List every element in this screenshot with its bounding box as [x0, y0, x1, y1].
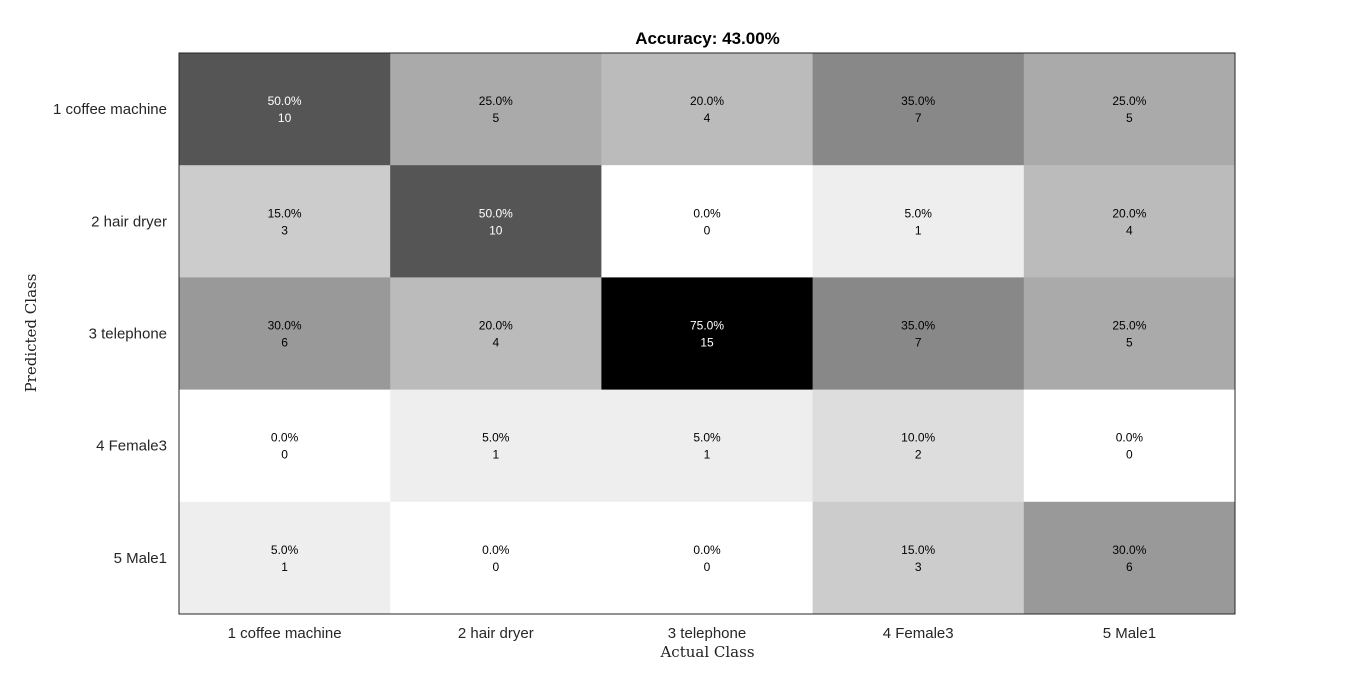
matrix-cell-r5-c1 — [179, 501, 391, 615]
matrix-cell-r5-c4 — [812, 501, 1025, 615]
cell-count-r3-c2: 4 — [492, 336, 499, 350]
matrix-cell-r5-c5 — [1023, 501, 1236, 615]
cell-percent-r1-c2: 25.0% — [479, 94, 513, 108]
cell-count-r3-c1: 6 — [281, 336, 288, 350]
x-tick-label-1: 1 coffee machine — [228, 625, 342, 642]
matrix-cell-r3-c1 — [179, 277, 391, 391]
cell-count-r2-c4: 1 — [915, 223, 922, 237]
y-tick-label-5: 5 Male1 — [114, 550, 167, 567]
cell-count-r2-c5: 4 — [1126, 223, 1133, 237]
matrix-cell-r2-c5 — [1023, 165, 1236, 278]
plot-frame — [178, 52, 1236, 615]
matrix-cell-r1-c4 — [812, 53, 1025, 166]
cell-count-r3-c3: 15 — [700, 336, 714, 350]
matrix-cell-r3-c5 — [1023, 277, 1236, 391]
cell-count-r5-c2: 0 — [492, 560, 499, 574]
matrix-cell-r5-c3 — [601, 501, 814, 615]
cell-percent-r1-c1: 50.0% — [268, 94, 302, 108]
cell-percent-r2-c3: 0.0% — [693, 206, 721, 220]
matrix-cell-r4-c3 — [601, 389, 814, 503]
cell-count-r5-c1: 1 — [281, 560, 288, 574]
matrix-cell-r1-c3 — [601, 53, 814, 166]
cell-percent-r4-c4: 10.0% — [901, 431, 935, 445]
x-axis-label: Actual Class — [660, 643, 755, 661]
matrix-cell-r3-c3 — [601, 277, 814, 391]
matrix-cell-r1-c5 — [1023, 53, 1236, 166]
cell-percent-r3-c3: 75.0% — [690, 319, 724, 333]
cell-percent-r2-c1: 15.0% — [268, 206, 302, 220]
cell-count-r3-c4: 7 — [915, 336, 922, 350]
cell-count-r1-c3: 4 — [704, 111, 711, 125]
cell-count-r5-c4: 3 — [915, 560, 922, 574]
y-tick-label-3: 3 telephone — [89, 326, 167, 343]
cell-count-r4-c4: 2 — [915, 448, 922, 462]
cell-percent-r1-c3: 20.0% — [690, 94, 724, 108]
cell-percent-r2-c5: 20.0% — [1112, 206, 1146, 220]
cell-percent-r5-c5: 30.0% — [1112, 543, 1146, 557]
cell-percent-r3-c5: 25.0% — [1112, 319, 1146, 333]
matrix-cell-r2-c3 — [601, 165, 814, 278]
cell-count-r4-c2: 1 — [492, 448, 499, 462]
cell-count-r1-c4: 7 — [915, 111, 922, 125]
y-tick-label-2: 2 hair dryer — [91, 213, 167, 230]
cell-count-r4-c5: 0 — [1126, 448, 1133, 462]
matrix-cell-r4-c5 — [1023, 389, 1236, 503]
matrix-cell-r4-c1 — [179, 389, 391, 503]
y-tick-label-1: 1 coffee machine — [53, 101, 167, 118]
cell-percent-r1-c4: 35.0% — [901, 94, 935, 108]
cell-count-r3-c5: 5 — [1126, 336, 1133, 350]
x-tick-label-4: 4 Female3 — [883, 625, 954, 642]
cell-percent-r2-c4: 5.0% — [905, 206, 933, 220]
cell-percent-r1-c5: 25.0% — [1112, 94, 1146, 108]
matrix-cell-r3-c4 — [812, 277, 1025, 391]
cell-count-r2-c3: 0 — [704, 223, 711, 237]
x-tick-label-3: 3 telephone — [668, 625, 746, 642]
cell-percent-r3-c4: 35.0% — [901, 319, 935, 333]
cell-percent-r4-c2: 5.0% — [482, 431, 510, 445]
matrix-cell-r2-c1 — [179, 165, 391, 278]
cell-count-r4-c1: 0 — [281, 448, 288, 462]
cell-percent-r4-c3: 5.0% — [693, 431, 721, 445]
x-tick-label-5: 5 Male1 — [1103, 625, 1156, 642]
matrix-cell-r5-c2 — [390, 501, 602, 615]
cell-percent-r5-c2: 0.0% — [482, 543, 510, 557]
matrix-cell-r2-c2 — [390, 165, 602, 278]
chart-title: Accuracy: 43.00% — [635, 29, 780, 48]
matrix-cell-r2-c4 — [812, 165, 1025, 278]
matrix-cell-r4-c2 — [390, 389, 602, 503]
cell-count-r2-c2: 10 — [489, 223, 503, 237]
cell-percent-r4-c5: 0.0% — [1116, 431, 1144, 445]
cell-percent-r3-c2: 20.0% — [479, 319, 513, 333]
cell-count-r4-c3: 1 — [704, 448, 711, 462]
y-tick-label-4: 4 Female3 — [96, 438, 167, 455]
cell-percent-r5-c1: 5.0% — [271, 543, 299, 557]
cell-percent-r5-c3: 0.0% — [693, 543, 721, 557]
cell-count-r1-c1: 10 — [278, 111, 292, 125]
cell-count-r2-c1: 3 — [281, 223, 288, 237]
cell-percent-r2-c2: 50.0% — [479, 206, 513, 220]
cell-count-r5-c3: 0 — [704, 560, 711, 574]
matrix-cell-r3-c2 — [390, 277, 602, 391]
x-tick-label-2: 2 hair dryer — [458, 625, 534, 642]
matrix-cell-r1-c2 — [390, 53, 602, 166]
cell-percent-r4-c1: 0.0% — [271, 431, 299, 445]
cell-count-r1-c5: 5 — [1126, 111, 1133, 125]
cell-count-r5-c5: 6 — [1126, 560, 1133, 574]
cell-percent-r5-c4: 15.0% — [901, 543, 935, 557]
cell-percent-r3-c1: 30.0% — [268, 319, 302, 333]
matrix-cell-r1-c1 — [179, 53, 391, 166]
matrix-cell-r4-c4 — [812, 389, 1025, 503]
cell-count-r1-c2: 5 — [492, 111, 499, 125]
